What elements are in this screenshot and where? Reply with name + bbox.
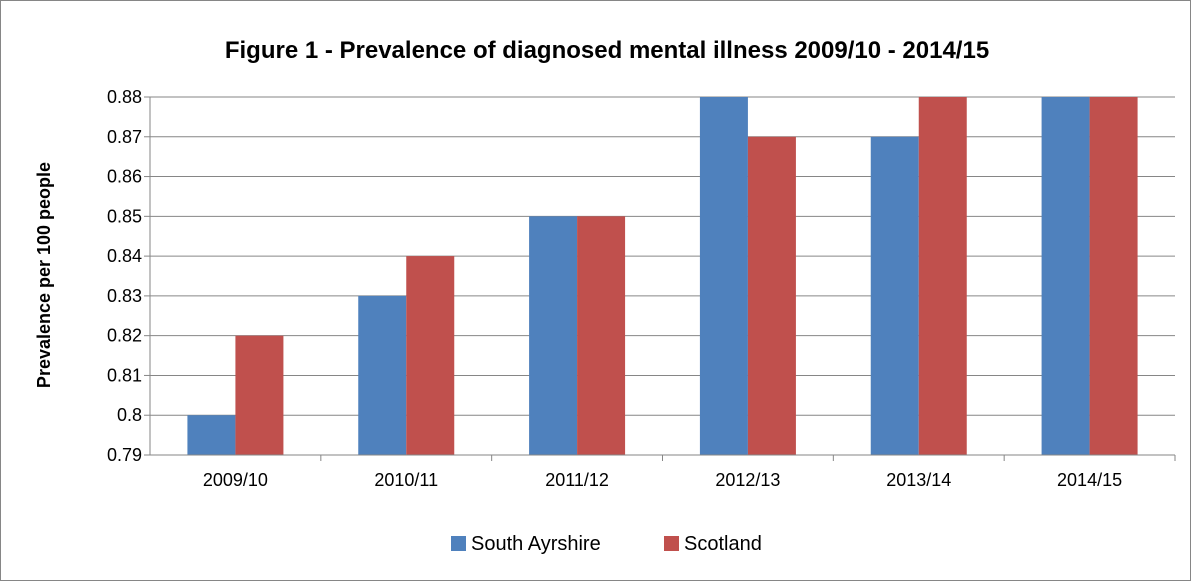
- y-tick-label: 0.88: [107, 87, 142, 107]
- y-tick-label: 0.82: [107, 326, 142, 346]
- bar-scotland-2010-11: [406, 256, 455, 455]
- gridlines: [150, 96, 1175, 416]
- x-tick-label: 2013/14: [886, 470, 951, 490]
- bar-south-ayrshire-2012-13: [699, 97, 748, 455]
- bar-south-ayrshire-2010-11: [358, 295, 407, 455]
- bar-scotland-2009-10: [235, 335, 284, 455]
- bars: [187, 97, 1138, 455]
- x-tick-label: 2010/11: [374, 470, 438, 490]
- y-tick-label: 0.79: [107, 445, 142, 465]
- legend: South Ayrshire Scotland: [451, 533, 762, 555]
- y-axis-label: Prevalence per 100 people: [34, 162, 54, 388]
- x-tick-label: 2012/13: [715, 470, 780, 490]
- bar-scotland-2011-12: [577, 216, 626, 455]
- bar-south-ayrshire-2014-15: [1041, 97, 1090, 455]
- y-tick-label: 0.81: [107, 365, 142, 385]
- bar-scotland-2014-15: [1089, 97, 1138, 455]
- bar-south-ayrshire-2009-10: [187, 415, 236, 455]
- y-tick-label: 0.87: [107, 127, 142, 147]
- y-tick-label: 0.8: [117, 405, 142, 425]
- y-tick-label: 0.83: [107, 286, 142, 306]
- chart-title: Figure 1 - Prevalence of diagnosed menta…: [225, 37, 989, 64]
- legend-label: Scotland: [684, 533, 762, 555]
- y-tick-label: 0.86: [107, 167, 142, 187]
- bar-scotland-2013-14: [918, 97, 967, 455]
- legend-swatch: [451, 536, 466, 551]
- axes: 0.79 0.8 0.81 0.82 0.83 0.84 0.85 0.86 0.87 0.88 2…: [107, 87, 1176, 490]
- legend-swatch: [664, 536, 679, 551]
- x-tick-label: 2014/15: [1057, 470, 1122, 490]
- legend-label: South Ayrshire: [471, 533, 601, 555]
- bar-scotland-2012-13: [747, 136, 796, 455]
- bar-south-ayrshire-2011-12: [529, 216, 578, 455]
- y-tick-label: 0.85: [107, 206, 142, 226]
- x-tick-label: 2009/10: [203, 470, 268, 490]
- x-tick-label: 2011/12: [545, 470, 609, 490]
- bar-south-ayrshire-2013-14: [870, 136, 919, 455]
- y-tick-label: 0.84: [107, 246, 142, 266]
